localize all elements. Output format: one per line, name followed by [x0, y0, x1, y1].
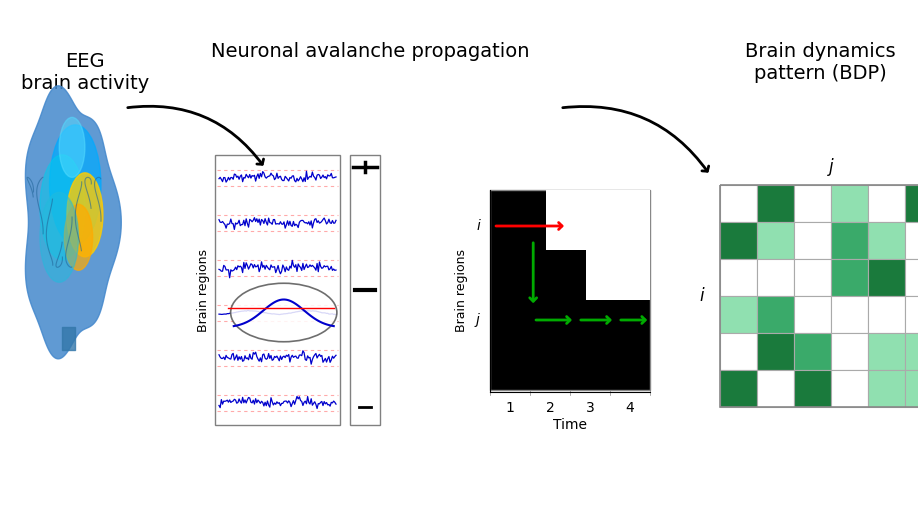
Bar [720, 185, 918, 407]
Text: Brain dynamics
pattern (BDP): Brain dynamics pattern (BDP) [744, 42, 895, 83]
Bar [720, 259, 757, 296]
Text: 1: 1 [506, 401, 514, 415]
Bar [905, 259, 918, 296]
Bar [831, 259, 868, 296]
Bar [868, 370, 905, 407]
Text: j: j [476, 313, 480, 327]
Text: Brain regions: Brain regions [455, 249, 468, 331]
Polygon shape [26, 86, 121, 359]
Bar [794, 370, 831, 407]
Circle shape [40, 192, 79, 282]
Circle shape [59, 117, 85, 177]
Bar [794, 222, 831, 259]
Bar [794, 333, 831, 370]
Bar [720, 185, 757, 222]
Text: 2: 2 [545, 401, 554, 415]
Bar [831, 333, 868, 370]
Circle shape [50, 125, 101, 245]
Text: i: i [476, 219, 480, 233]
Circle shape [64, 204, 93, 270]
Bar [905, 222, 918, 259]
Bar [720, 370, 757, 407]
Bar [831, 185, 868, 222]
Text: Time: Time [553, 418, 587, 432]
Bar [905, 185, 918, 222]
Bar [905, 370, 918, 407]
Bar [757, 333, 794, 370]
Bar [720, 222, 757, 259]
Circle shape [40, 155, 85, 260]
Bar [720, 296, 757, 333]
Bar [831, 296, 868, 333]
Bar [794, 259, 831, 296]
Bar [831, 370, 868, 407]
Bar [757, 259, 794, 296]
Text: j: j [829, 158, 834, 176]
FancyBboxPatch shape [215, 155, 340, 425]
Polygon shape [546, 190, 650, 300]
Text: Neuronal avalanche propagation: Neuronal avalanche propagation [211, 42, 530, 61]
Bar [794, 185, 831, 222]
Text: EEG
brain activity: EEG brain activity [21, 52, 149, 93]
Text: 3: 3 [586, 401, 594, 415]
Bar [905, 296, 918, 333]
Bar [794, 296, 831, 333]
Circle shape [67, 173, 103, 257]
Bar [757, 222, 794, 259]
Bar [757, 370, 794, 407]
Bar [868, 296, 905, 333]
Bar [868, 333, 905, 370]
Text: Brain regions: Brain regions [196, 249, 209, 331]
Bar [757, 185, 794, 222]
Bar [720, 333, 757, 370]
FancyBboxPatch shape [350, 155, 380, 425]
Bar [757, 296, 794, 333]
Text: 4: 4 [626, 401, 634, 415]
Text: i: i [700, 287, 704, 305]
FancyBboxPatch shape [490, 190, 650, 390]
Bar [868, 222, 905, 259]
Ellipse shape [230, 283, 337, 342]
Bar [831, 222, 868, 259]
Bar [868, 185, 905, 222]
Bar [868, 259, 905, 296]
Bar [905, 333, 918, 370]
